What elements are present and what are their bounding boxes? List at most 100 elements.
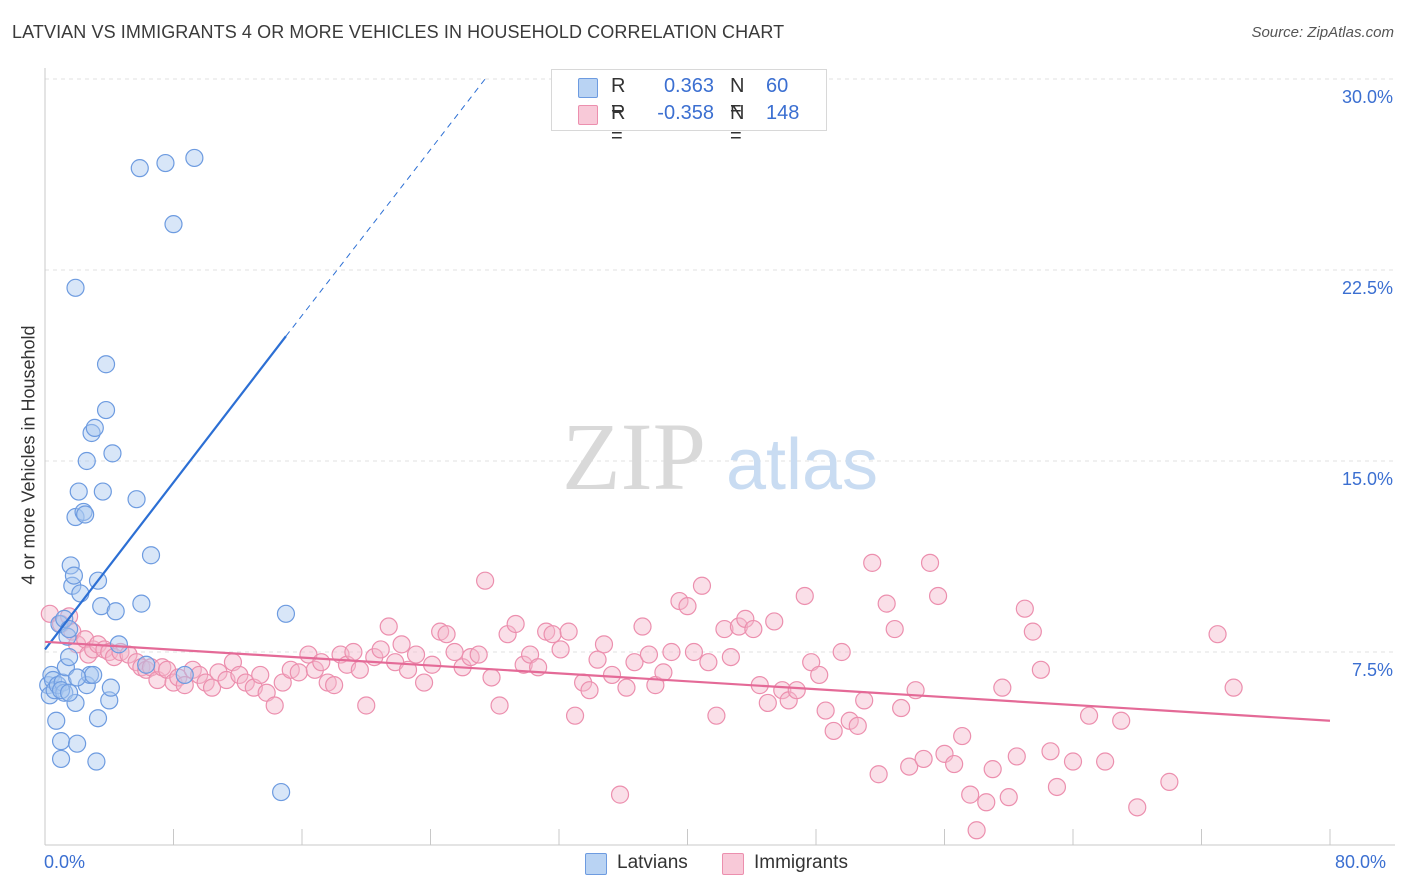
y-tick-label: 22.5% [1341,278,1393,298]
immigrants-point [392,635,411,654]
immigrants-point [707,706,726,725]
latvians-point [96,355,116,374]
immigrants-point [1208,625,1227,644]
latvians-trend-line [44,335,287,651]
immigrants-point [1015,599,1034,618]
immigrants-point [832,642,851,662]
legend-n-value-immigrants: 148 [766,102,800,124]
chart-title: LATVIAN VS IMMIGRANTS 4 OR MORE VEHICLES… [12,22,785,42]
latvians-trend-extension [285,78,486,337]
immigrants-point [565,706,585,725]
x-tick-label-max: 80.0% [1335,852,1387,872]
immigrants-point [398,660,418,679]
immigrants-point [983,760,1002,779]
immigrants-point [945,754,964,774]
axes [44,68,1395,846]
latvians-point [87,752,106,771]
latvians-point [55,609,74,628]
latvians-legend-swatch [585,853,607,875]
latvians-point [77,451,96,471]
immigrants-point [344,642,363,662]
immigrants-point [414,673,434,692]
latvians-point [77,676,96,695]
latvians-point [164,215,183,234]
immigrants-point [816,701,835,720]
latvians-point [93,482,112,501]
latvians-point [66,693,85,713]
immigrants-point [692,576,712,595]
latvians-point [51,732,71,751]
latvians-point [92,597,111,616]
latvians-point [55,683,74,702]
immigrants-point [920,553,940,572]
latvians-point [141,546,161,565]
immigrants-point [1128,798,1147,817]
latvians-point [109,635,128,654]
latvians-point [59,683,79,702]
immigrants-point [744,619,763,639]
immigrants-point [1096,752,1115,771]
y-tick-label: 15.0% [1341,469,1393,489]
immigrants-point [610,785,630,804]
immigrants-point [999,788,1018,807]
immigrants-point [602,665,622,685]
immigrants-point [469,645,488,664]
latvians-point [84,665,103,685]
immigrants-trend-line [44,640,1331,722]
immigrants-legend-label: Immigrants [754,852,848,873]
latvians-point [130,159,149,178]
latvians-point [106,602,125,621]
legend-r-value-latvians: 0.363 [663,75,714,97]
legend-r-label: R = [611,102,626,147]
immigrants-point [639,645,659,664]
immigrants-point [1007,747,1026,766]
immigrants-point [476,571,495,590]
immigrants-point [506,614,525,634]
latvians-legend-label: Latvians [617,852,688,873]
immigrants-point [1063,752,1083,771]
immigrants-point [312,653,331,672]
legend-n-value-latvians: 60 [766,75,789,97]
legend-n-label: N = [730,75,745,120]
latvians-point [71,584,90,603]
latvians-point [85,418,104,437]
immigrants-point [132,658,151,677]
watermark-zip: ZIP [562,403,706,510]
immigrants-point [967,821,986,840]
immigrants-swatch [578,105,598,125]
immigrants-point [325,676,344,695]
latvians-point [175,665,194,685]
immigrants-point [490,696,509,715]
trend-lines [44,78,1331,722]
immigrants-point [514,655,533,674]
immigrants-point [305,660,324,679]
immigrants-point [953,726,972,746]
immigrants-point [580,681,599,700]
legend: R = 0.363 N = 60 R = -0.358 N = 148 [551,69,827,147]
latvians-point [96,400,116,420]
immigrants-point [810,665,829,685]
legend-n-label: N = [730,102,745,147]
y-tick-label: 7.5% [1351,660,1393,680]
immigrants-point [765,612,784,631]
immigrants-point [445,642,464,662]
latvians-point [51,749,71,769]
immigrants-point [175,676,194,695]
immigrants-legend-swatch [722,853,744,875]
immigrants-point [1041,742,1060,761]
latvians-swatch [578,78,598,98]
immigrants-point [588,650,607,669]
latvians-point [185,148,204,168]
immigrants-point [729,617,749,636]
immigrants-point [594,635,614,654]
immigrants-point [289,663,308,682]
immigrants-point [684,642,704,662]
immigrants-point [715,619,734,639]
latvians-point [103,444,122,463]
immigrants-point [885,619,904,639]
immigrants-point [617,678,636,697]
latvians-point [64,566,84,585]
immigrants-point [848,716,867,735]
latvians-point [66,278,85,297]
